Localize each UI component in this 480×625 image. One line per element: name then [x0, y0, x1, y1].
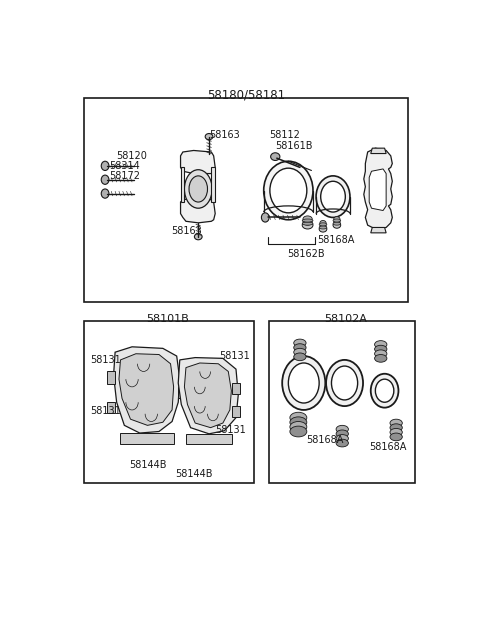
Text: 58162B: 58162B	[287, 249, 324, 259]
Ellipse shape	[316, 176, 350, 218]
Bar	[108, 402, 115, 413]
Polygon shape	[371, 228, 386, 233]
Ellipse shape	[374, 350, 387, 358]
Ellipse shape	[290, 421, 307, 432]
Text: 58101B: 58101B	[146, 314, 189, 324]
Ellipse shape	[101, 189, 109, 198]
Text: 58314: 58314	[109, 161, 140, 171]
Text: 58168A: 58168A	[369, 441, 407, 451]
Polygon shape	[211, 168, 215, 202]
Bar	[186, 434, 232, 444]
Polygon shape	[178, 357, 238, 434]
Ellipse shape	[294, 348, 306, 356]
Ellipse shape	[290, 412, 307, 423]
Polygon shape	[119, 354, 174, 426]
Ellipse shape	[326, 360, 363, 406]
Ellipse shape	[390, 433, 402, 441]
Text: 58144B: 58144B	[129, 460, 167, 470]
Ellipse shape	[374, 354, 387, 362]
Ellipse shape	[336, 426, 348, 433]
Ellipse shape	[270, 168, 307, 213]
Bar	[84, 321, 254, 483]
Ellipse shape	[336, 434, 348, 442]
Bar	[269, 321, 415, 483]
Ellipse shape	[390, 428, 402, 436]
Ellipse shape	[302, 219, 313, 222]
Text: 58168A: 58168A	[318, 235, 355, 245]
Polygon shape	[180, 168, 184, 202]
Ellipse shape	[302, 221, 313, 229]
Polygon shape	[180, 198, 215, 223]
Bar	[108, 371, 115, 384]
Ellipse shape	[371, 374, 398, 408]
Polygon shape	[184, 363, 231, 428]
Text: 58168A: 58168A	[306, 436, 343, 446]
Ellipse shape	[205, 134, 213, 139]
Ellipse shape	[264, 161, 313, 220]
Ellipse shape	[294, 353, 306, 361]
Polygon shape	[369, 169, 386, 211]
Ellipse shape	[333, 219, 341, 222]
Bar	[84, 98, 408, 302]
Ellipse shape	[194, 234, 202, 240]
Text: 58144B: 58144B	[175, 469, 213, 479]
Polygon shape	[114, 347, 180, 433]
Ellipse shape	[336, 430, 348, 437]
Ellipse shape	[334, 220, 340, 224]
Text: 58131: 58131	[90, 355, 121, 365]
Text: 58131: 58131	[215, 426, 246, 436]
Bar	[120, 433, 174, 444]
Ellipse shape	[319, 226, 327, 229]
Bar	[232, 406, 240, 417]
Ellipse shape	[333, 222, 341, 228]
Ellipse shape	[303, 216, 312, 222]
Ellipse shape	[321, 181, 345, 212]
Ellipse shape	[282, 356, 325, 410]
Ellipse shape	[319, 223, 327, 226]
Ellipse shape	[294, 344, 306, 351]
Text: 58131: 58131	[90, 406, 121, 416]
Ellipse shape	[262, 213, 269, 222]
Ellipse shape	[332, 366, 358, 400]
Ellipse shape	[374, 345, 387, 353]
Ellipse shape	[290, 426, 307, 437]
Ellipse shape	[271, 152, 280, 161]
Text: 58102A: 58102A	[324, 314, 368, 324]
Polygon shape	[371, 148, 386, 154]
Ellipse shape	[302, 222, 313, 225]
Text: 58131: 58131	[219, 351, 250, 361]
Text: 58112: 58112	[269, 131, 300, 141]
Ellipse shape	[320, 224, 326, 228]
Ellipse shape	[184, 170, 212, 208]
Ellipse shape	[101, 175, 109, 184]
Ellipse shape	[390, 419, 402, 427]
Polygon shape	[364, 148, 392, 229]
Text: 58172: 58172	[109, 171, 140, 181]
Ellipse shape	[303, 219, 312, 225]
Text: 58163: 58163	[209, 131, 240, 141]
Ellipse shape	[288, 363, 319, 403]
Ellipse shape	[333, 222, 341, 225]
Bar	[178, 387, 186, 398]
Ellipse shape	[336, 439, 348, 447]
Ellipse shape	[375, 379, 394, 402]
Bar	[232, 383, 240, 394]
Ellipse shape	[294, 339, 306, 347]
Text: 58161B: 58161B	[275, 141, 313, 151]
Ellipse shape	[334, 217, 340, 221]
Ellipse shape	[320, 221, 326, 225]
Polygon shape	[180, 151, 215, 174]
Ellipse shape	[290, 417, 307, 428]
Text: 58120: 58120	[117, 151, 147, 161]
Text: 58163: 58163	[171, 226, 202, 236]
Ellipse shape	[319, 226, 327, 232]
Ellipse shape	[189, 176, 207, 202]
Text: 58180/58181: 58180/58181	[207, 89, 285, 102]
Ellipse shape	[390, 424, 402, 431]
Ellipse shape	[374, 341, 387, 348]
Ellipse shape	[101, 161, 109, 171]
